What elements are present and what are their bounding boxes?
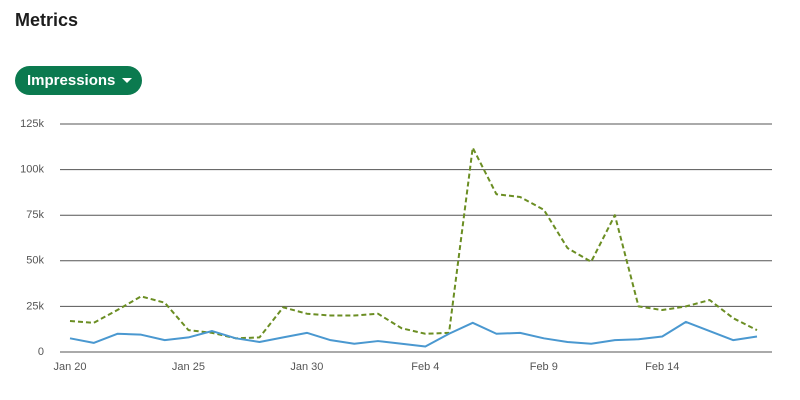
x-tick-label: Jan 30: [290, 361, 323, 373]
y-tick-label: 100k: [20, 164, 44, 176]
x-tick-label: Jan 25: [172, 361, 205, 373]
x-tick-label: Feb 14: [645, 361, 679, 373]
series-line: [69, 320, 758, 348]
metric-dropdown[interactable]: Impressions: [15, 66, 142, 95]
y-tick-label: 50k: [26, 255, 44, 267]
series-line: [69, 146, 758, 340]
y-tick-label: 25k: [26, 300, 44, 312]
y-tick-label: 125k: [20, 118, 44, 130]
page-title: Metrics: [15, 10, 79, 30]
x-tick-label: Feb 4: [411, 361, 439, 373]
dropdown-label: Impressions: [27, 72, 116, 89]
caret-icon: [122, 78, 133, 83]
y-tick-label: 0: [38, 346, 44, 358]
x-tick-label: Feb 9: [530, 361, 558, 373]
x-tick-label: Jan 20: [53, 361, 86, 373]
y-tick-label: 75k: [26, 209, 44, 221]
